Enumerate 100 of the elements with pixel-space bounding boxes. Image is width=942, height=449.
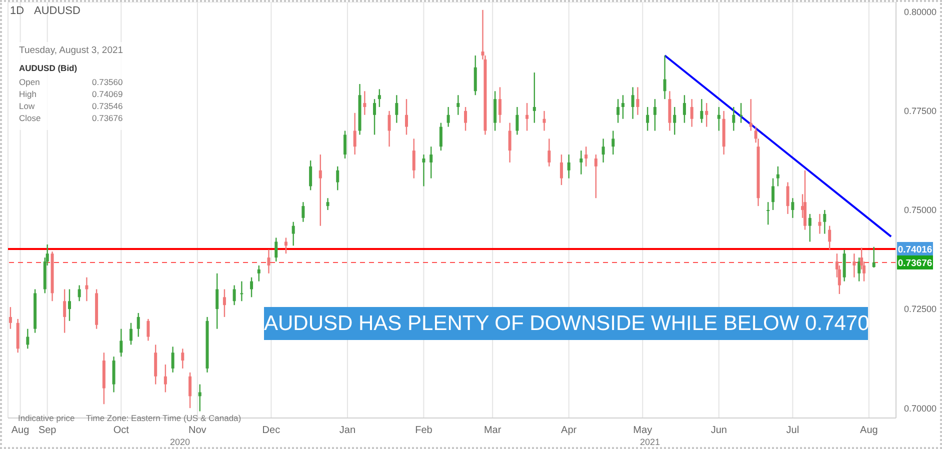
candlestick [786,182,790,215]
candlestick [663,54,666,100]
candlestick [292,221,295,246]
candlestick [129,322,132,346]
candlestick [612,130,615,156]
candlestick [373,98,376,136]
candlestick [791,198,794,219]
candlestick [673,106,676,136]
ref-line-label: 0.73676 [898,258,932,269]
candlestick [309,160,312,191]
candlestick [594,154,598,199]
x-tick-label: Jul [786,425,800,436]
annotation: Time Zone: Eastern Time (US & Canada) [86,413,242,423]
candlestick [567,154,570,179]
candlestick [616,98,620,124]
candlestick [749,98,752,132]
candlestick [717,106,720,132]
candlestick [508,122,512,164]
candlestick [181,348,184,370]
annotation: Tuesday, August 3, 2021 [19,45,124,56]
candlestick [560,154,563,186]
candlestick [412,138,416,179]
candlestick [146,318,150,342]
candlestick [250,276,254,298]
annotation: Low [19,101,35,111]
candlestick [63,288,66,334]
candlestick [222,288,226,318]
candlestick [232,284,236,306]
x-tick-label: Mar [484,425,502,436]
candlestick [700,98,704,124]
y-tick-label: 0.80000 [904,7,937,18]
candlestick [766,201,770,226]
candlestick [257,264,260,282]
candlestick [326,198,330,211]
x-tick-label: May [633,425,652,436]
candlestick [653,98,656,132]
candlestick [68,288,71,322]
candlestick [636,86,640,116]
candlestick [112,356,116,393]
ref-line-label: 0.74016 [898,244,932,256]
candlestick [78,284,81,302]
candlestick [474,54,477,96]
candlestick [858,256,861,282]
annotation: Close [19,113,41,123]
y-tick-label: 0.70000 [904,403,937,414]
y-tick-label: 0.72500 [904,304,937,314]
candlestick [602,138,605,164]
candlestick [548,138,551,168]
annotation: 1D [10,5,24,17]
candlestick [120,328,123,358]
candlestick [302,201,305,222]
candlestick [188,372,192,409]
candlestick [136,312,140,338]
x-tick-label: Apr [561,425,578,436]
x-tick-label: Dec [262,425,280,436]
annotation: AUDUSD (Bid) [19,63,78,73]
candlestick [526,102,529,132]
candlestick [494,90,497,132]
candlestick [464,106,468,132]
candlestick [621,94,624,120]
candlestick [404,98,408,136]
candlestick [828,225,832,250]
candlestick [584,146,588,168]
candlestick [154,344,158,385]
candlestick [318,154,322,226]
candlestick [682,94,686,124]
candlestick [363,90,366,116]
candlestick [216,272,219,330]
annotation: 0.74069 [92,89,123,99]
candlestick [343,130,346,160]
candlestick [705,102,708,128]
candlestick [422,154,426,187]
candlestick [808,213,812,242]
x-tick-label: Aug [11,425,30,436]
x-tick-label: Nov [188,425,206,436]
candlestick [842,249,846,282]
annotation: 0.73560 [92,77,123,87]
candlestick [740,102,743,124]
annotation: 0.73676 [92,113,123,123]
candlestick [872,246,876,268]
candlestick [353,112,356,156]
candlestick [732,106,736,132]
candlestick [439,122,442,152]
text: 2021 [640,437,660,447]
candlestick [498,86,502,124]
x-tick-label: Jun [710,425,727,436]
candlestick [852,252,856,278]
candlestick [446,106,450,128]
candlestick [456,94,460,116]
annotation: Indicative price [18,413,75,423]
candlestick [164,364,167,393]
candlestick [823,209,826,234]
text: 2020 [170,437,190,447]
candlestick [336,166,340,191]
chart-title: AUDUSD [34,5,80,17]
candlestick [267,249,270,274]
candlestick [378,88,381,108]
y-tick-label: 0.77500 [904,106,937,116]
candlestick [668,90,672,132]
x-tick-label: Oct [113,425,130,436]
